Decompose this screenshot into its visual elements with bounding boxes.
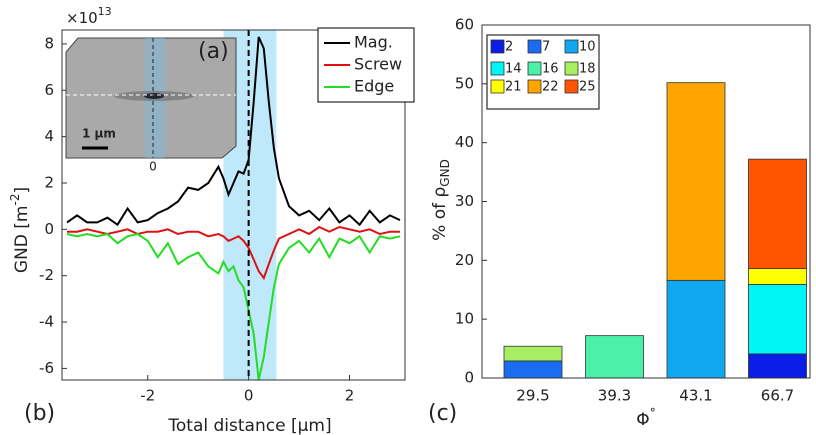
legend-swatch [565, 62, 578, 75]
y-tick-label: 40 [455, 133, 474, 151]
x-tick-label: 2 [345, 387, 355, 405]
x-axis-label: Φ° [636, 406, 655, 431]
legend-label: 21 [505, 80, 522, 95]
x-tick-label: -2 [140, 387, 155, 405]
bar-segment [749, 269, 807, 285]
x-label-text: Φ [636, 410, 649, 430]
legend-label: 22 [542, 80, 559, 95]
x-tick-label: 29.5 [516, 387, 549, 405]
bar-segment [504, 346, 562, 361]
legend-swatch [528, 80, 541, 93]
y-tick-label: 20 [455, 251, 474, 269]
legend-label: Edge [354, 77, 394, 96]
bar-segment [749, 284, 807, 353]
legend-label: Mag. [354, 33, 393, 52]
y-tick-label: 8 [44, 34, 54, 52]
panel-label: (b) [24, 401, 55, 426]
y-tick-label: 2 [44, 173, 54, 191]
bar-segment [667, 83, 725, 281]
y-label-power: -2 [8, 194, 22, 206]
legend-swatch [491, 62, 504, 75]
legend-label: 18 [579, 62, 596, 77]
y-tick-label: -2 [39, 266, 54, 284]
inset: 1 µm (a) 0 [66, 38, 236, 174]
inset-scale: 1 µm [82, 127, 116, 141]
exponent-base: ×10 [66, 9, 98, 27]
legend-swatch [491, 40, 504, 53]
legend-label: Screw [354, 55, 402, 74]
legend-label: 14 [505, 62, 522, 77]
y-tick-label: -6 [39, 359, 54, 377]
bar-segment [749, 159, 807, 268]
bar-segment [586, 336, 644, 378]
y-axis-label: % of ρGND [430, 159, 452, 241]
legend-label: 10 [579, 40, 596, 55]
y-tick-label: -4 [39, 313, 54, 331]
y-tick-label: 50 [455, 74, 474, 92]
y-label-sub: GND [438, 159, 452, 187]
x-tick-label: 39.3 [598, 387, 631, 405]
bar-segment [667, 280, 725, 378]
y-axis-label: GND [m-2] [8, 187, 33, 273]
y-tick-label: 60 [455, 16, 474, 34]
legend-swatch [491, 80, 504, 93]
x-tick-label: 0 [244, 387, 254, 405]
inset-label: (a) [198, 39, 229, 64]
y-tick-label: 4 [44, 127, 54, 145]
y-label-text: GND [m [12, 206, 32, 274]
y-tick-label: 30 [455, 192, 474, 210]
legend-label: 2 [505, 40, 513, 55]
legend-label: 16 [542, 62, 559, 77]
figure: (b) (c) Total distance [µm] ×1013 GND [m… [0, 0, 816, 435]
legend-swatch [565, 80, 578, 93]
bar-segment [749, 354, 807, 378]
exponent-power: 13 [98, 5, 112, 18]
inset-feature [144, 93, 164, 99]
y-label-end: ] [12, 187, 32, 194]
y-tick-label: 10 [455, 310, 474, 328]
panel-label: (c) [428, 401, 457, 426]
y-label-text: % of ρ [430, 187, 450, 241]
exponent: ×1013 [66, 5, 112, 27]
y-tick-label: 0 [464, 369, 474, 387]
x-tick-label: 43.1 [679, 387, 712, 405]
x-label-sup: ° [650, 406, 656, 420]
legend-label: 7 [542, 40, 550, 55]
bar-segment [504, 361, 562, 378]
x-tick-label: 66.7 [761, 387, 794, 405]
legend-label: 25 [579, 80, 596, 95]
y-tick-label: 0 [44, 220, 54, 238]
legend-swatch [565, 40, 578, 53]
y-tick-label: 6 [44, 81, 54, 99]
inset-zero: 0 [149, 160, 157, 174]
x-axis-label: Total distance [µm] [167, 416, 331, 435]
legend-swatch [528, 40, 541, 53]
legend-swatch [528, 62, 541, 75]
